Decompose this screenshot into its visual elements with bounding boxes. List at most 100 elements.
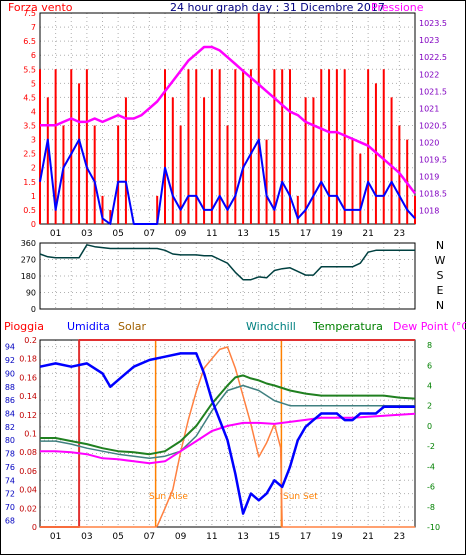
- x-tick-label: 23: [394, 229, 405, 239]
- x-tick-label: 05: [112, 229, 123, 239]
- x-tick-label: 11: [206, 532, 217, 542]
- x-tick-label: 03: [81, 532, 92, 542]
- left-tick-label: 3: [31, 136, 36, 145]
- x-tick-label: 03: [81, 229, 92, 239]
- temp-tick-label: -6: [427, 483, 435, 492]
- rain-tick-label: 0: [32, 523, 37, 532]
- compass-label: W: [435, 254, 446, 267]
- x-tick-label: 21: [362, 532, 373, 542]
- x-tick-label: 21: [362, 229, 373, 239]
- rain-tick-label: 0.06: [19, 467, 37, 476]
- humidity-tick-label: 74: [5, 476, 15, 485]
- pressure-line: [40, 45, 416, 195]
- left-tick-label: 2: [31, 164, 36, 173]
- rain-tick-label: 0.12: [19, 411, 37, 420]
- humidity-line: [39, 352, 415, 515]
- right-tick-label: 1020: [419, 138, 439, 147]
- right-tick-label: 1022: [419, 70, 439, 79]
- right-axis-label: Pressione: [371, 1, 424, 14]
- humidity-tick-label: 78: [5, 450, 15, 459]
- left-tick-label: 7.5: [23, 9, 36, 18]
- legend-dewpoint: Dew Point (°C): [393, 320, 466, 333]
- temp-tick-label: 8: [427, 341, 432, 350]
- humidity-tick-label: 92: [5, 356, 15, 365]
- direction-tick-label: 360: [21, 239, 36, 248]
- direction-tick-label: 90: [26, 289, 36, 298]
- left-tick-label: 5: [31, 79, 36, 88]
- left-tick-label: 1: [31, 192, 36, 201]
- left-tick-label: 4.5: [23, 93, 36, 102]
- x-tick-label: 07: [144, 532, 155, 542]
- legend-temperatura: Temperatura: [312, 320, 383, 333]
- compass-label: N: [436, 299, 444, 312]
- x-tick-label: 23: [394, 532, 405, 542]
- compass-label: S: [437, 269, 444, 282]
- left-tick-label: 2.5: [23, 150, 36, 159]
- rain-tick-label: 0.04: [19, 486, 37, 495]
- temp-tick-label: -8: [427, 503, 435, 512]
- windchill-line: [40, 384, 415, 460]
- left-tick-label: 4: [31, 107, 36, 116]
- humidity-tick-label: 84: [5, 409, 15, 418]
- right-tick-label: 1018: [419, 206, 439, 215]
- direction-tick-label: 180: [21, 272, 36, 281]
- x-tick-label: 01: [50, 229, 61, 239]
- sunrise-label: Sun Rise: [149, 492, 188, 502]
- x-tick-label: 15: [269, 229, 280, 239]
- temp-tick-label: 6: [427, 361, 432, 370]
- x-tick-label: 17: [300, 532, 311, 542]
- humidity-tick-label: 86: [5, 396, 15, 405]
- compass-label: N: [436, 239, 444, 252]
- temp-tick-label: -10: [427, 523, 440, 532]
- direction-tick-label: 270: [21, 256, 36, 265]
- right-tick-label: 1019: [419, 172, 439, 181]
- temperature-line: [40, 374, 416, 456]
- humidity-tick-label: 68: [5, 516, 15, 525]
- rain-tick-label: 0.1: [24, 430, 37, 439]
- rain-tick-label: 0.16: [19, 373, 37, 382]
- left-tick-label: 6.5: [23, 37, 36, 46]
- left-tick-label: 5.5: [23, 65, 36, 74]
- left-tick-label: 6: [31, 51, 36, 60]
- solar-line: [40, 346, 415, 528]
- left-tick-label: 7: [31, 23, 36, 32]
- left-tick-label: 0: [31, 220, 36, 229]
- rain-tick-label: 0.02: [19, 504, 37, 513]
- wind-pressure-chart: Forza vento 24 hour graph day : 31 Dicem…: [8, 1, 447, 239]
- x-tick-label: 11: [206, 229, 217, 239]
- x-tick-label: 19: [331, 229, 343, 239]
- temp-tick-label: -2: [427, 442, 435, 451]
- dewpoint-line: [40, 412, 416, 465]
- left-tick-label: 0.5: [23, 206, 36, 215]
- x-tick-label: 17: [300, 229, 311, 239]
- direction-tick-label: 0: [31, 305, 36, 314]
- wind-speed-line: [39, 138, 416, 225]
- direction-line: [39, 244, 415, 281]
- left-axis-label: Forza vento: [8, 1, 73, 14]
- rain-tick-label: 0.14: [19, 392, 37, 401]
- legend-solar: Solar: [118, 320, 147, 333]
- rain-tick-label: 0.08: [19, 448, 37, 457]
- humidity-tick-label: 72: [5, 490, 15, 499]
- x-tick-label: 07: [144, 229, 155, 239]
- x-tick-label: 15: [269, 532, 280, 542]
- temp-tick-label: -4: [427, 462, 435, 471]
- x-tick-label: 09: [175, 229, 187, 239]
- right-tick-label: 1020.5: [419, 121, 447, 130]
- rain-tick-label: 0.2: [24, 336, 37, 345]
- right-tick-label: 1021.5: [419, 87, 447, 96]
- chart-title: 24 hour graph day : 31 Dicembre 2017: [170, 1, 385, 14]
- humidity-tick-label: 82: [5, 423, 15, 432]
- humidity-tick-label: 94: [5, 343, 15, 352]
- left-tick-label: 3.5: [23, 122, 36, 131]
- x-tick-label: 01: [50, 532, 61, 542]
- temp-tick-label: 2: [427, 402, 432, 411]
- plot-frame: [39, 242, 416, 310]
- sunset-label: Sun Set: [283, 492, 318, 502]
- humidity-tick-label: 90: [5, 369, 15, 378]
- rain-tick-label: 0.18: [19, 355, 37, 364]
- right-tick-label: 1021: [419, 104, 439, 113]
- x-tick-label: 19: [331, 532, 343, 542]
